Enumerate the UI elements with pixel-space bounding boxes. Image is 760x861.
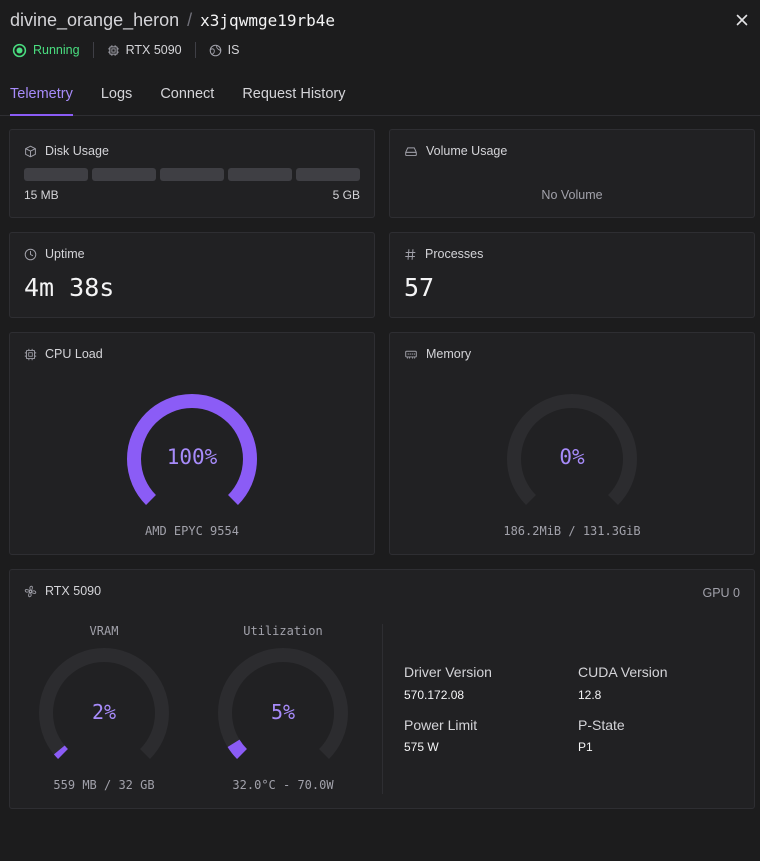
gpu-title: RTX 5090	[45, 584, 102, 598]
uptime-card: Uptime 4m 38s	[9, 232, 375, 318]
title-separator: /	[187, 9, 193, 30]
disk-usage-range: 15 MB 5 GB	[24, 188, 360, 202]
close-icon[interactable]	[734, 12, 750, 28]
utilization-value: 5%	[270, 700, 296, 724]
disk-max: 5 GB	[332, 188, 360, 202]
tab-bar: Telemetry Logs Connect Request History	[0, 82, 760, 116]
page-title: divine_orange_heron / x3jqwmge19rb4e	[10, 10, 335, 31]
disk-min: 15 MB	[24, 188, 59, 202]
disk-usage-bar	[24, 168, 360, 181]
hash-icon	[405, 248, 416, 260]
memory-usage: 186.2MiB / 131.3GiB	[503, 524, 641, 538]
cpu-gauge-fill	[127, 394, 257, 505]
processes-header: Processes	[404, 247, 483, 261]
gpu-label: RTX 5090	[125, 43, 182, 57]
vram-value: 2%	[91, 700, 117, 724]
volume-usage-header: Volume Usage	[404, 144, 507, 158]
tab-connect[interactable]: Connect	[160, 86, 215, 102]
volume-usage-card: Volume Usage No Volume	[389, 129, 755, 218]
vram-title: VRAM	[89, 624, 119, 638]
cpu-load-header: CPU Load	[24, 347, 103, 361]
memory-gauge	[507, 394, 637, 505]
memory-title: Memory	[426, 347, 472, 361]
processes-title: Processes	[425, 247, 484, 261]
memory-chip-icon	[405, 350, 417, 359]
p-state-label: P-State	[578, 717, 625, 733]
region-badge: IS	[209, 43, 240, 57]
volume-usage-title: Volume Usage	[426, 144, 508, 158]
processes-card: Processes 57	[389, 232, 755, 318]
instance-id: x3jqwmge19rb4e	[200, 10, 336, 30]
memory-header: Memory	[404, 347, 471, 361]
gpu-divider	[382, 624, 383, 794]
hard-drive-icon	[405, 146, 417, 156]
gpu-card: RTX 5090 GPU 0 VRAM 2% 559 MB / 32 GB Ut…	[9, 569, 755, 809]
no-volume-text: No Volume	[541, 188, 603, 202]
instance-name: divine_orange_heron	[10, 9, 180, 30]
power-limit-label: Power Limit	[404, 717, 478, 733]
driver-version-value: 570.172.08	[404, 688, 465, 702]
utilization-stats: 32.0°C - 70.0W	[232, 778, 334, 792]
disk-bar-segment	[160, 168, 224, 181]
gpu-index: GPU 0	[702, 586, 740, 600]
cpu-load-title: CPU Load	[45, 347, 103, 361]
chip-icon	[107, 44, 119, 56]
cuda-version-value: 12.8	[578, 688, 602, 702]
vram-gauge	[39, 648, 169, 759]
cpu-icon	[24, 348, 37, 360]
utilization-gauge	[218, 648, 348, 759]
gpu-badge: RTX 5090	[107, 43, 182, 57]
disk-usage-title: Disk Usage	[45, 144, 109, 158]
cpu-gauge	[127, 394, 257, 505]
disk-bar-segment	[228, 168, 292, 181]
uptime-title: Uptime	[45, 247, 85, 261]
power-limit-value: 575 W	[404, 740, 439, 754]
vram-gauge-fill	[53, 745, 68, 759]
clock-icon	[24, 248, 37, 260]
disk-bar-segment	[92, 168, 156, 181]
globe-icon	[209, 44, 221, 56]
region-label: IS	[227, 43, 240, 57]
disk-usage-header: Disk Usage	[24, 144, 109, 158]
disk-bar-segment	[24, 168, 88, 181]
vram-gauge-track	[39, 648, 169, 759]
cube-icon	[25, 145, 36, 157]
cpu-model: AMD EPYC 9554	[145, 524, 239, 538]
memory-value: 0%	[559, 445, 585, 469]
utilization-gauge-fill	[227, 739, 248, 759]
meta-divider	[92, 42, 94, 58]
gpu-fan-icon	[24, 585, 37, 597]
uptime-value: 4m 38s	[24, 273, 115, 302]
vram-usage: 559 MB / 32 GB	[53, 778, 155, 792]
cuda-version-label: CUDA Version	[578, 664, 668, 680]
instance-meta: Running RTX 5090 IS	[12, 42, 239, 58]
meta-divider	[194, 42, 196, 58]
disk-usage-card: Disk Usage 15 MB 5 GB	[9, 129, 375, 218]
utilization-title: Utilization	[243, 624, 323, 638]
utilization-gauge-track	[218, 648, 348, 759]
header: divine_orange_heron / x3jqwmge19rb4e	[10, 8, 750, 32]
uptime-header: Uptime	[24, 247, 85, 261]
memory-card: Memory 0% 186.2MiB / 131.3GiB	[389, 332, 755, 555]
gpu-header: RTX 5090	[24, 584, 101, 598]
p-state-value: P1	[578, 740, 593, 754]
cpu-load-value: 100%	[166, 445, 218, 469]
driver-version-label: Driver Version	[404, 664, 492, 680]
tab-telemetry[interactable]: Telemetry	[10, 82, 73, 116]
status-badge: Running	[12, 43, 80, 58]
running-status-icon	[12, 43, 27, 57]
status-label: Running	[33, 43, 80, 57]
cpu-load-card: CPU Load 100% AMD EPYC 9554	[9, 332, 375, 555]
tab-logs[interactable]: Logs	[100, 86, 133, 102]
disk-bar-segment	[296, 168, 360, 181]
memory-gauge-track	[507, 394, 637, 505]
processes-value: 57	[404, 273, 435, 302]
tab-request-history[interactable]: Request History	[242, 86, 346, 102]
